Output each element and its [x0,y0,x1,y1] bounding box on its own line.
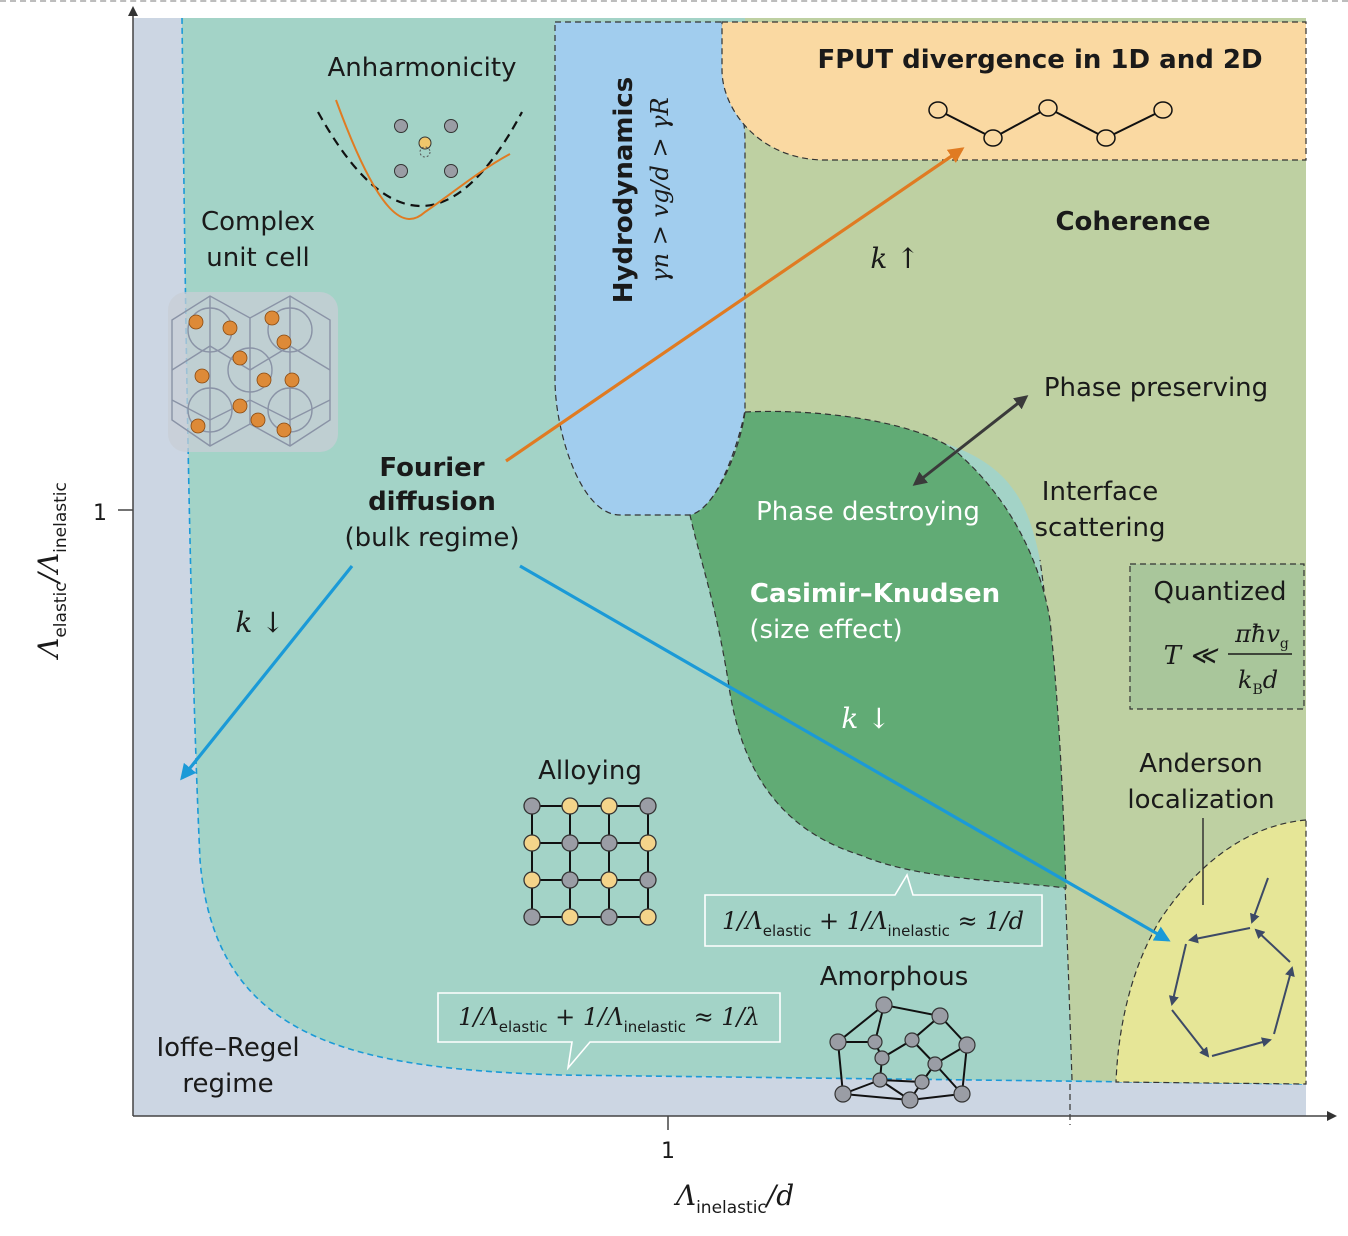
anharmonic-potential-icon [317,99,523,220]
alloying-label: Alloying [538,756,642,786]
fourier-label-2: diffusion [368,487,496,517]
amorphous-network-icon [829,996,976,1109]
k-down-left-label: k ↓ [235,606,284,639]
amorphous-label: Amorphous [820,962,969,992]
k-down-mid-label: k ↓ [841,702,890,735]
quantized-label: Quantized [1154,577,1287,607]
casimir-label: Casimir–Knudsen [750,579,1000,609]
k-up-label: k ↑ [870,242,919,275]
anderson-loop-icon [1168,877,1295,1058]
quantized-numerator: πħvg [1234,620,1289,652]
anderson-region [1115,819,1307,1085]
ioffe-regel-label-2: regime [182,1069,273,1099]
complex-unit-cell-label-1: Complex [201,207,315,237]
phase-double-arrow [912,395,1029,486]
coherence-label: Coherence [1055,207,1210,237]
svg-text:γn > vg/d > γR: γn > vg/d > γR [646,97,674,282]
anderson-label-2: localization [1127,785,1274,815]
quantized-denominator: kBd [1238,666,1278,698]
fourier-label-3: (bulk regime) [345,523,520,553]
complex-unit-cell-icon [168,292,338,452]
k-increase-arrow [505,147,965,463]
top-border [0,0,1348,2]
phase-preserving-label: Phase preserving [1044,373,1268,403]
quantized-box [1129,563,1305,710]
svg-text:Hydrodynamics: Hydrodynamics [609,77,639,304]
interface-scattering-label-2: scattering [1034,513,1165,543]
phase-destroying-label: Phase destroying [756,497,980,527]
quantized-T: T ≪ [1164,641,1220,671]
anharmonicity-label: Anharmonicity [328,53,517,83]
fput-chain-icon [928,99,1173,147]
coherence-region [745,18,1306,1084]
svg-text:1/Λelastic + 1/Λinelastic ≈ 1/: 1/Λelastic + 1/Λinelastic ≈ 1/d [722,907,1024,940]
y-axis-label: Λelastic/Λinelastic [32,482,71,661]
alloy-lattice-icon [523,797,657,926]
y-tick-label: 1 [93,501,107,526]
fput-label: FPUT divergence in 1D and 2D [817,45,1262,75]
x-tick-label: 1 [661,1139,675,1164]
fput-region [721,21,1307,161]
hydrodynamics-label: Hydrodynamics γn > vg/d > γR [609,77,674,304]
ioffe-regel-label-1: Ioffe–Regel [156,1033,299,1063]
ioffe-boundary-callout: 1/Λelastic + 1/Λinelastic ≈ 1/λ [437,992,781,1071]
fourier-boundary [181,17,1307,1085]
fourier-label-1: Fourier [379,453,484,483]
k-decrease-left-arrow [180,564,354,781]
casimir-sub-label: (size effect) [749,615,902,645]
svg-text:1/Λelastic + 1/Λinelastic ≈ 1/: 1/Λelastic + 1/Λinelastic ≈ 1/λ [458,1003,760,1036]
complex-unit-cell-label-2: unit cell [206,243,309,273]
svg-text:Λelastic/Λinelastic: Λelastic/Λinelastic [32,482,71,661]
interface-scattering-label-1: Interface [1042,477,1158,507]
x-axis-label: Λinelastic/d [673,1179,794,1218]
casimir-boundary-callout: 1/Λelastic + 1/Λinelastic ≈ 1/d [704,873,1043,947]
k-decrease-right-arrow [519,564,1171,942]
anderson-label-1: Anderson [1139,749,1262,779]
